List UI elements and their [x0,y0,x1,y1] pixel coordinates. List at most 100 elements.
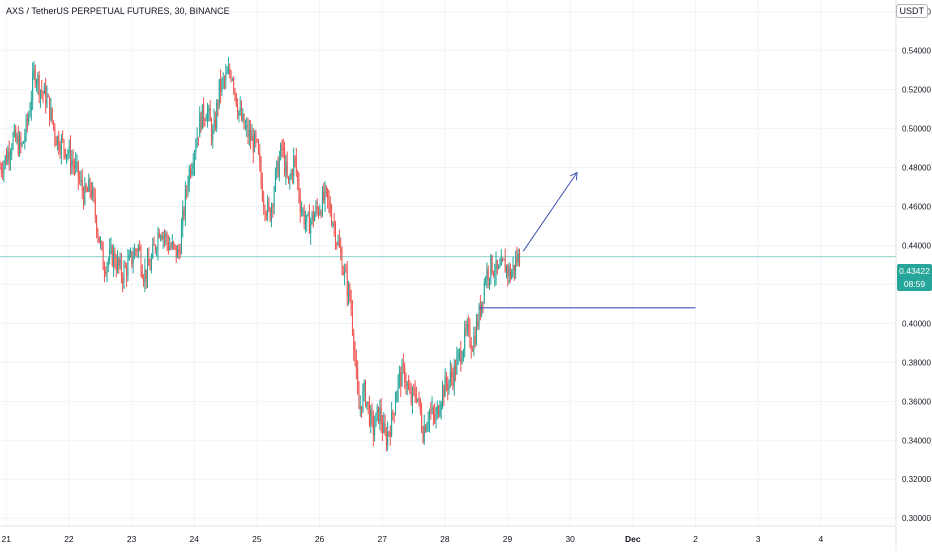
candle-body [455,365,457,374]
candle-body [431,407,433,412]
candle-body [173,242,175,245]
candle-body [135,249,137,251]
candle-body [443,386,445,397]
candle-body [435,413,437,421]
candle-body [422,429,424,442]
candle-body [39,90,41,97]
candle-body [368,403,370,425]
candle-body [175,245,177,258]
candle-body [499,265,501,267]
grid [0,0,896,526]
candle-body [136,250,138,252]
y-tick-label: 0.38000 [902,358,931,367]
candle-body [423,425,425,442]
candle-body [261,181,263,201]
candle-body [432,407,434,415]
candle-body [109,249,111,260]
candle-body [9,153,11,160]
candle-body [24,136,26,142]
candle-body [174,244,176,246]
candle-body [381,424,383,433]
candle-body [94,198,96,217]
candle-body [92,188,94,197]
candle-body [126,267,128,277]
candle-body [350,299,352,309]
candle-body [425,425,427,432]
candle-body [46,95,48,106]
candle-body [461,358,463,364]
candle-body [72,160,74,165]
candle-body [278,158,280,177]
candle-body [47,95,49,98]
candle-body [55,138,57,146]
candle-body [30,99,32,111]
time-axis[interactable]: 21 22 23 24 25 26 27 28 29 30 Dec 2 3 4 [0,525,896,544]
candle-body [505,266,507,273]
candle-body [2,171,4,174]
candle-body [216,102,218,128]
candle-body [301,211,303,213]
candle-body [439,410,441,417]
candle-body [303,210,305,225]
candle-body [182,209,184,227]
candle-body [193,152,195,165]
candle-body [86,190,88,192]
candle-body [120,259,122,277]
candle-body [157,232,159,250]
y-tick-label: 0.46000 [902,203,931,212]
candle-body [0,167,2,172]
drawings[interactable] [479,173,696,309]
candle-body [200,113,202,130]
candle-body [409,389,411,393]
candle-body [395,402,397,414]
candle-body [148,257,150,266]
candle-body [140,250,142,272]
candle-body [50,107,52,120]
candle-body [323,191,325,201]
candle-body [406,383,408,387]
candle-body [320,211,322,216]
candle-body [337,240,339,245]
candle-body [163,235,165,237]
candle-body [362,390,364,412]
candle-body [295,157,297,172]
candle-body [58,136,60,150]
candle-body [438,406,440,417]
candle-body [436,406,438,414]
candle-body [332,223,334,225]
candle-body [122,276,124,283]
candle-body [293,156,295,176]
candle-body [160,235,162,238]
candle-body [28,115,30,123]
candle-body [251,135,253,141]
candle-body [276,161,278,171]
candle-body [113,251,115,266]
candle-body [402,364,404,366]
currency-button[interactable]: USDT [895,4,928,18]
candle-body [103,269,105,273]
candle-body [143,277,145,282]
candle-body [93,188,95,199]
candle-body [421,412,423,430]
candle-body [212,131,214,140]
candle-body [452,376,454,386]
candle-body [0,167,1,169]
candle-body [298,180,300,198]
candle-body [302,210,304,212]
candle-body [162,235,164,240]
candle-body [355,359,357,370]
candle-body [489,278,491,280]
candle-body [473,336,475,352]
candle-body [513,264,515,272]
candle-body [307,213,309,216]
candle-body [100,241,102,243]
candle-body [255,133,257,140]
candle-body [106,264,108,274]
candle-body [25,117,27,137]
candle-body [349,285,351,300]
candle-body [475,320,477,345]
candle-body [388,431,390,433]
candle-body [451,371,453,377]
